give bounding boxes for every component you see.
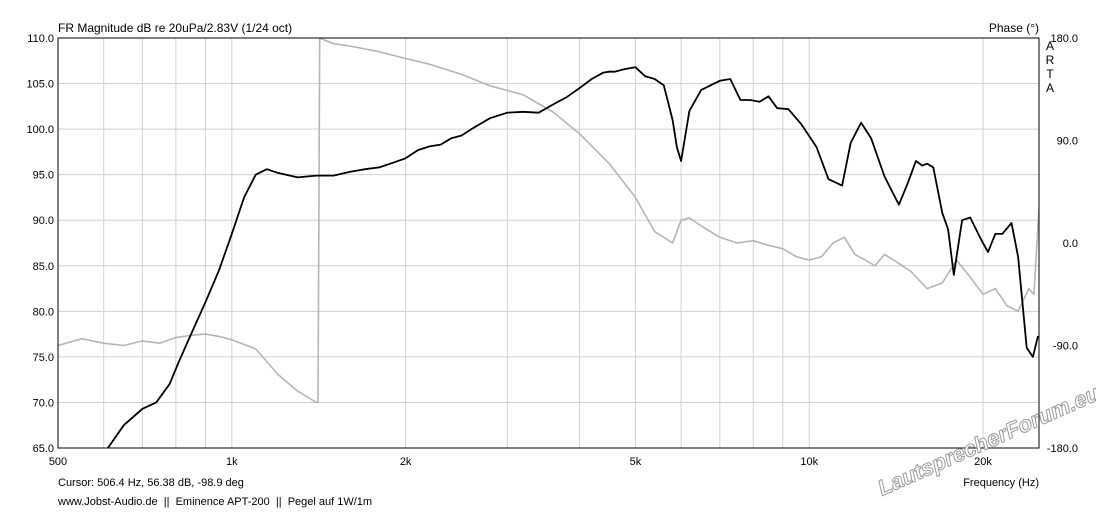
x-tick-label: 20k xyxy=(974,456,992,468)
y2-tick-label: 90.0 xyxy=(1057,136,1078,148)
grid-lines xyxy=(58,38,1039,448)
magnitude-series-line xyxy=(107,66,1039,448)
arta-letter: R xyxy=(1046,53,1055,67)
axis-labels: 500 1k 2k 5k 10k 20k 65.0 70.0 75.0 80.0 85.0 90.0 9… xyxy=(26,33,1078,468)
y-tick-label: 95.0 xyxy=(33,170,54,182)
right-axis-title: Phase (°) xyxy=(989,21,1039,35)
cursor-readout: Cursor: 506.4 Hz, 56.38 dB, -98.9 deg xyxy=(58,477,244,489)
y-tick-label: 85.0 xyxy=(33,261,54,273)
arta-letter: T xyxy=(1046,67,1054,81)
x-tick-label: 500 xyxy=(49,456,67,468)
y-tick-label: 70.0 xyxy=(33,397,54,409)
x-tick-label: 5k xyxy=(630,456,642,468)
y-tick-label: 100.0 xyxy=(26,124,54,136)
x-axis-title: Frequency (Hz) xyxy=(963,477,1039,489)
y-tick-label: 105.0 xyxy=(26,79,54,91)
arta-letter: A xyxy=(1046,81,1054,95)
y2-tick-label: -180.0 xyxy=(1047,443,1078,455)
footer-note: www.Jobst-Audio.de || Eminence APT-200 |… xyxy=(57,496,372,508)
y-tick-label: 90.0 xyxy=(33,215,54,227)
y-tick-label: 110.0 xyxy=(27,33,54,45)
x-tick-label: 2k xyxy=(400,456,412,468)
x-tick-label: 10k xyxy=(800,456,818,468)
y2-tick-label: 0.0 xyxy=(1063,238,1078,250)
data-series xyxy=(58,38,1039,448)
y-tick-label: 75.0 xyxy=(33,352,54,364)
y-tick-label: 65.0 xyxy=(33,443,54,455)
arta-letter: A xyxy=(1046,39,1054,53)
x-tick-label: 1k xyxy=(226,456,238,468)
chart-title: FR Magnitude dB re 20uPa/2.83V (1/24 oct… xyxy=(58,21,292,35)
y-tick-label: 80.0 xyxy=(33,306,54,318)
y2-tick-label: -90.0 xyxy=(1053,341,1078,353)
y2-tick-label: 180.0 xyxy=(1050,33,1078,45)
plot-frame xyxy=(57,37,1040,449)
phase-series-line xyxy=(58,38,1039,404)
